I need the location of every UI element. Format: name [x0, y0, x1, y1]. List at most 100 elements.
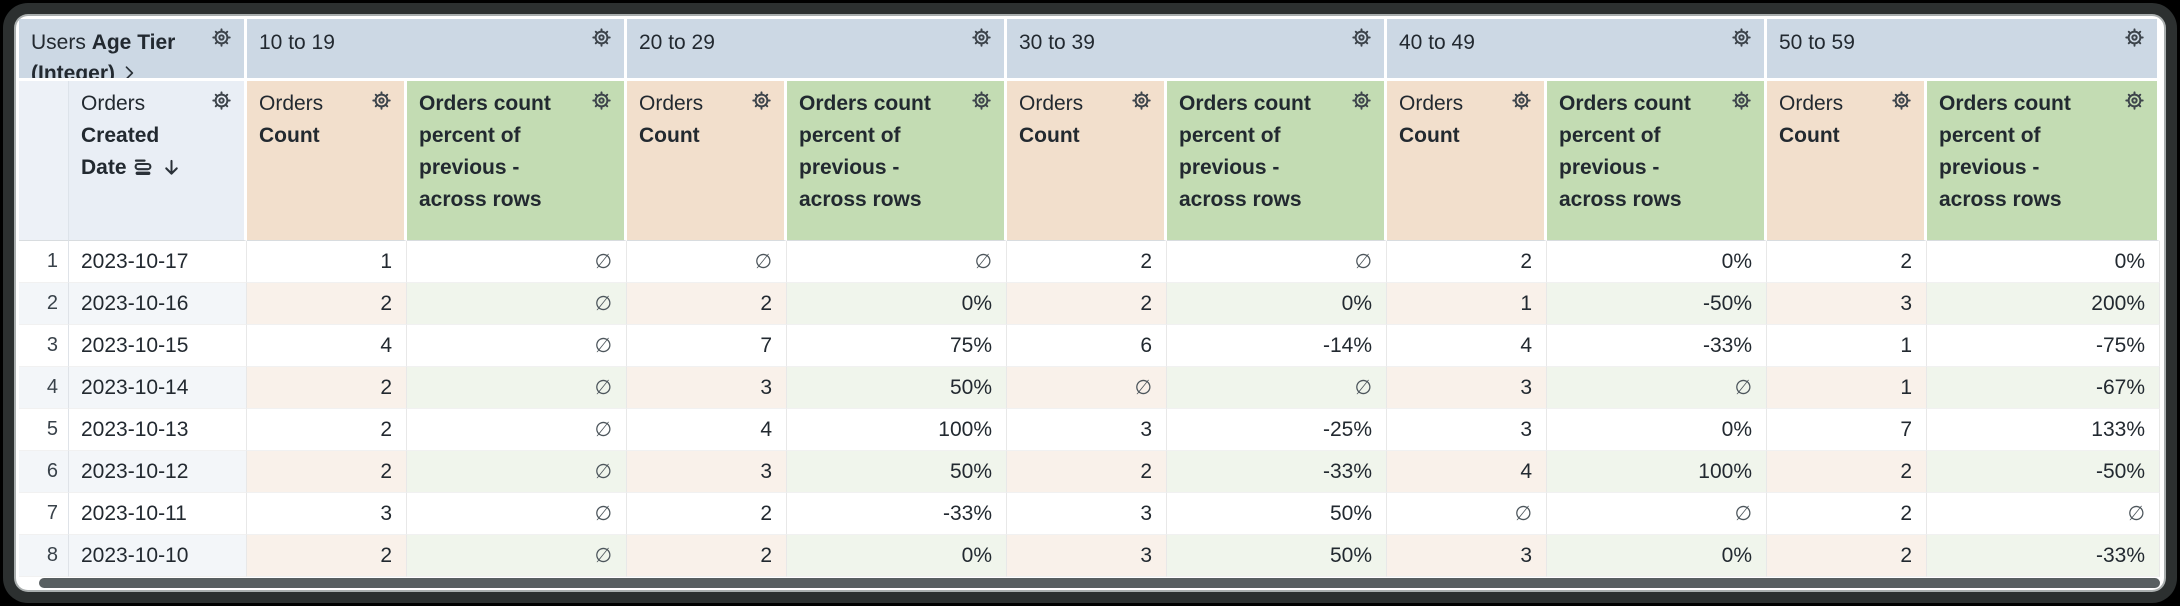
gear-icon[interactable]: [1731, 90, 1752, 111]
pivot-value-header[interactable]: 50 to 59: [1767, 19, 2160, 81]
value-cell[interactable]: 2: [627, 493, 787, 535]
value-cell[interactable]: 3: [1007, 535, 1167, 577]
horizontal-scrollbar-thumb[interactable]: [39, 578, 2160, 588]
horizontal-scrollbar-track[interactable]: [19, 577, 2160, 589]
value-cell[interactable]: 2: [247, 367, 407, 409]
value-cell[interactable]: 50%: [1167, 493, 1387, 535]
value-cell[interactable]: 1: [247, 241, 407, 283]
value-cell[interactable]: 2: [247, 451, 407, 493]
measure-header-percent-of-previous[interactable]: Orders count percent of previous - acros…: [787, 81, 1007, 241]
value-cell[interactable]: ∅: [407, 535, 627, 577]
gear-icon[interactable]: [751, 90, 772, 111]
value-cell[interactable]: 50%: [1167, 535, 1387, 577]
measure-header-orders-count[interactable]: Orders Count: [1767, 81, 1927, 241]
value-cell[interactable]: 2: [1007, 283, 1167, 325]
gear-icon[interactable]: [591, 90, 612, 111]
sort-descending-icon[interactable]: [161, 157, 182, 178]
value-cell[interactable]: ∅: [627, 241, 787, 283]
date-cell[interactable]: 2023-10-16: [69, 283, 247, 325]
value-cell[interactable]: 1: [1767, 325, 1927, 367]
gear-icon[interactable]: [211, 27, 232, 48]
value-cell[interactable]: 3: [1387, 535, 1547, 577]
value-cell[interactable]: 2: [1767, 451, 1927, 493]
date-cell[interactable]: 2023-10-10: [69, 535, 247, 577]
value-cell[interactable]: 4: [1387, 325, 1547, 367]
value-cell[interactable]: 4: [1387, 451, 1547, 493]
pivot-value-header[interactable]: 40 to 49: [1387, 19, 1767, 81]
value-cell[interactable]: 3: [627, 451, 787, 493]
value-cell[interactable]: ∅: [407, 493, 627, 535]
gear-icon[interactable]: [971, 90, 992, 111]
gear-icon[interactable]: [211, 90, 232, 111]
gear-icon[interactable]: [1351, 27, 1372, 48]
value-cell[interactable]: 50%: [787, 451, 1007, 493]
pivot-value-header[interactable]: 30 to 39: [1007, 19, 1387, 81]
value-cell[interactable]: ∅: [1547, 367, 1767, 409]
value-cell[interactable]: 2: [1007, 241, 1167, 283]
value-cell[interactable]: 3: [1387, 409, 1547, 451]
gear-icon[interactable]: [2124, 90, 2145, 111]
pivot-value-header[interactable]: 20 to 29: [627, 19, 1007, 81]
value-cell[interactable]: ∅: [407, 241, 627, 283]
value-cell[interactable]: ∅: [407, 367, 627, 409]
value-cell[interactable]: 2: [627, 535, 787, 577]
value-cell[interactable]: 75%: [787, 325, 1007, 367]
value-cell[interactable]: 2: [247, 409, 407, 451]
measure-header-percent-of-previous[interactable]: Orders count percent of previous - acros…: [1927, 81, 2160, 241]
value-cell[interactable]: 2: [247, 283, 407, 325]
value-cell[interactable]: 133%: [1927, 409, 2160, 451]
value-cell[interactable]: 50%: [787, 367, 1007, 409]
pivot-value-header[interactable]: 10 to 19: [247, 19, 627, 81]
value-cell[interactable]: ∅: [1387, 493, 1547, 535]
value-cell[interactable]: 7: [627, 325, 787, 367]
value-cell[interactable]: 2: [1007, 451, 1167, 493]
value-cell[interactable]: 100%: [1547, 451, 1767, 493]
value-cell[interactable]: ∅: [787, 241, 1007, 283]
value-cell[interactable]: 0%: [1167, 283, 1387, 325]
value-cell[interactable]: -25%: [1167, 409, 1387, 451]
value-cell[interactable]: 0%: [1547, 535, 1767, 577]
value-cell[interactable]: ∅: [407, 325, 627, 367]
gear-icon[interactable]: [1891, 90, 1912, 111]
value-cell[interactable]: 2: [247, 535, 407, 577]
measure-header-orders-count[interactable]: Orders Count: [247, 81, 407, 241]
date-column-header[interactable]: Orders Created Date: [69, 81, 247, 241]
gear-icon[interactable]: [2124, 27, 2145, 48]
value-cell[interactable]: 3: [1767, 283, 1927, 325]
gear-icon[interactable]: [971, 27, 992, 48]
measure-header-orders-count[interactable]: Orders Count: [1387, 81, 1547, 241]
value-cell[interactable]: 0%: [1547, 241, 1767, 283]
gear-icon[interactable]: [1131, 90, 1152, 111]
measure-header-orders-count[interactable]: Orders Count: [627, 81, 787, 241]
value-cell[interactable]: 3: [247, 493, 407, 535]
date-cell[interactable]: 2023-10-12: [69, 451, 247, 493]
value-cell[interactable]: 2: [1767, 535, 1927, 577]
value-cell[interactable]: 1: [1767, 367, 1927, 409]
value-cell[interactable]: -67%: [1927, 367, 2160, 409]
date-cell[interactable]: 2023-10-14: [69, 367, 247, 409]
value-cell[interactable]: 7: [1767, 409, 1927, 451]
value-cell[interactable]: ∅: [1547, 493, 1767, 535]
value-cell[interactable]: 0%: [1547, 409, 1767, 451]
value-cell[interactable]: 0%: [787, 283, 1007, 325]
value-cell[interactable]: 100%: [787, 409, 1007, 451]
value-cell[interactable]: 1: [1387, 283, 1547, 325]
value-cell[interactable]: ∅: [1167, 367, 1387, 409]
value-cell[interactable]: -50%: [1547, 283, 1767, 325]
measure-header-orders-count[interactable]: Orders Count: [1007, 81, 1167, 241]
value-cell[interactable]: 0%: [787, 535, 1007, 577]
value-cell[interactable]: 0%: [1927, 241, 2160, 283]
value-cell[interactable]: 3: [1007, 493, 1167, 535]
value-cell[interactable]: ∅: [407, 283, 627, 325]
date-cell[interactable]: 2023-10-17: [69, 241, 247, 283]
measure-header-percent-of-previous[interactable]: Orders count percent of previous - acros…: [407, 81, 627, 241]
value-cell[interactable]: 3: [1387, 367, 1547, 409]
value-cell[interactable]: ∅: [1007, 367, 1167, 409]
pivot-dimension-header[interactable]: Users Age Tier (Integer): [19, 19, 247, 81]
gear-icon[interactable]: [1511, 90, 1532, 111]
value-cell[interactable]: 6: [1007, 325, 1167, 367]
value-cell[interactable]: ∅: [1927, 493, 2160, 535]
date-cell[interactable]: 2023-10-13: [69, 409, 247, 451]
value-cell[interactable]: 2: [1767, 241, 1927, 283]
value-cell[interactable]: 3: [1007, 409, 1167, 451]
